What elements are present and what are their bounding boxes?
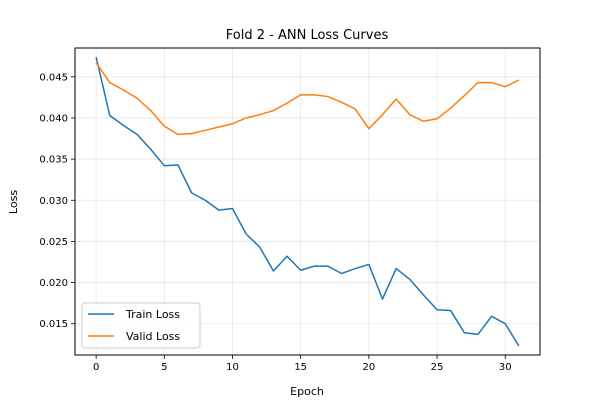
- x-tick-label: 15: [294, 362, 307, 373]
- y-tick-label: 0.020: [39, 278, 68, 289]
- chart-title: Fold 2 - ANN Loss Curves: [226, 28, 389, 43]
- y-tick-label: 0.025: [39, 237, 68, 248]
- x-tick-label: 30: [499, 362, 512, 373]
- legend-label-valid: Valid Loss: [126, 330, 180, 343]
- y-tick-label: 0.035: [39, 155, 68, 166]
- series-line-valid-loss: [95, 62, 520, 136]
- x-axis-label: Epoch: [290, 385, 324, 398]
- y-tick-label: 0.030: [39, 196, 68, 207]
- series-line-train-loss: [95, 56, 520, 347]
- legend: Train Loss Valid Loss: [81, 302, 201, 349]
- x-tick-label: 5: [161, 362, 167, 373]
- y-tick-label: 0.015: [39, 319, 68, 330]
- x-tick-label: 20: [362, 362, 375, 373]
- y-tick-label: 0.040: [39, 113, 68, 124]
- ticks: 0 5 10 15 20 25 30 0.015 0.020 0.025 0.030 0.035 0.0…: [39, 72, 511, 373]
- legend-label-train: Train Loss: [125, 308, 180, 321]
- series-layer: [95, 56, 520, 347]
- x-tick-label: 25: [431, 362, 444, 373]
- y-axis-label: Loss: [7, 190, 20, 214]
- plot-area-frame: [74, 47, 541, 356]
- y-tick-label: 0.045: [39, 72, 68, 83]
- x-tick-label: 0: [93, 362, 99, 373]
- x-tick-label: 10: [226, 362, 239, 373]
